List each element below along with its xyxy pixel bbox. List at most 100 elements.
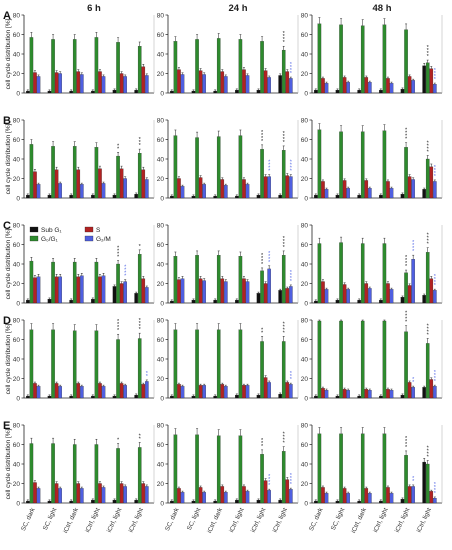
significance-star: * <box>405 128 408 134</box>
bar <box>346 188 350 199</box>
col-title-24h: 24 h <box>228 3 247 14</box>
bar <box>364 389 369 399</box>
bar <box>335 194 340 199</box>
bar <box>224 76 228 94</box>
bar <box>357 500 361 504</box>
bar <box>94 261 99 304</box>
bar <box>422 295 426 304</box>
bar <box>101 275 106 304</box>
significance-star: * <box>434 283 437 289</box>
significance-star: * <box>117 437 120 443</box>
significance-star: * <box>146 371 149 377</box>
bar <box>173 256 178 304</box>
bar <box>411 179 415 199</box>
bar <box>379 500 383 504</box>
y-tick-label: 20 <box>13 376 21 383</box>
bar <box>98 483 102 504</box>
significance-star: * <box>283 441 286 447</box>
y-tick-label: 0 <box>304 90 308 97</box>
bar <box>180 74 185 94</box>
bar <box>339 433 343 504</box>
significance-star: * <box>427 326 430 332</box>
bar <box>342 488 347 504</box>
bar <box>47 395 52 399</box>
significance-star: * <box>405 261 408 267</box>
significance-star: * <box>434 274 437 280</box>
bar <box>278 499 282 504</box>
bar <box>145 75 149 94</box>
bar <box>411 486 415 504</box>
bar <box>379 299 383 304</box>
bar <box>324 390 329 399</box>
y-tick-label: 40 <box>13 356 21 363</box>
bar <box>134 293 138 304</box>
x-tick-label: iCtrl, light <box>272 507 290 534</box>
bar <box>80 488 84 504</box>
significance-star: * <box>261 130 264 136</box>
significance-star: * <box>283 242 286 248</box>
x-tick-label: iCtrl, light <box>372 507 390 534</box>
bar <box>407 76 412 94</box>
bar <box>235 394 239 399</box>
bar <box>289 286 293 304</box>
significance-star: * <box>412 246 415 252</box>
bar <box>404 29 408 94</box>
bar <box>33 72 37 94</box>
x-tick-label: iCtrl, dark <box>62 506 80 534</box>
significance-star: * <box>283 31 286 37</box>
y-tick-label: 0 <box>304 300 308 307</box>
y-tick-label: 0 <box>16 300 20 307</box>
bar <box>404 147 408 199</box>
legend-swatch <box>29 226 39 233</box>
y-axis-label: cell cycle distribution [%] <box>5 428 12 499</box>
bar <box>173 434 178 504</box>
bar <box>404 272 408 304</box>
significance-star: * <box>290 62 293 68</box>
bar <box>422 387 426 399</box>
bar <box>91 298 95 304</box>
significance-star: * <box>434 373 437 379</box>
bar <box>47 298 52 304</box>
significance-star: * <box>283 321 286 327</box>
bar <box>368 390 372 399</box>
significance-star: * <box>261 441 264 447</box>
significance-star: * <box>434 280 437 286</box>
bar <box>116 42 120 94</box>
y-tick-label: 80 <box>301 422 309 429</box>
bar <box>177 178 181 199</box>
y-tick-label: 20 <box>301 481 309 488</box>
bar <box>339 131 343 199</box>
bar <box>433 290 437 304</box>
significance-star: * <box>268 160 271 166</box>
bar <box>260 149 264 199</box>
bar <box>137 46 142 94</box>
bar <box>69 500 73 504</box>
y-tick-label: 60 <box>13 442 21 449</box>
y-tick-label: 0 <box>304 195 308 202</box>
y-tick-label: 40 <box>13 51 21 58</box>
bar <box>198 278 203 304</box>
bar <box>137 153 142 199</box>
bar <box>357 299 361 304</box>
significance-star: * <box>434 77 437 83</box>
significance-star: * <box>434 376 437 382</box>
significance-star: * <box>290 163 293 169</box>
bar <box>26 395 30 399</box>
significance-star: * <box>427 332 430 338</box>
significance-star: * <box>117 245 120 251</box>
legend-label: Sub G₁ <box>41 227 62 234</box>
significance-star: * <box>290 482 293 488</box>
bar <box>29 443 34 504</box>
significance-star: * <box>434 171 437 177</box>
significance-star: * <box>427 323 430 329</box>
bar <box>433 84 437 94</box>
significance-star: * <box>261 327 264 333</box>
x-tick-label: iCtrl, light <box>84 507 102 534</box>
significance-star: * <box>412 249 415 255</box>
bar <box>224 185 228 199</box>
significance-star: * <box>434 379 437 385</box>
significance-star: * <box>412 243 415 249</box>
